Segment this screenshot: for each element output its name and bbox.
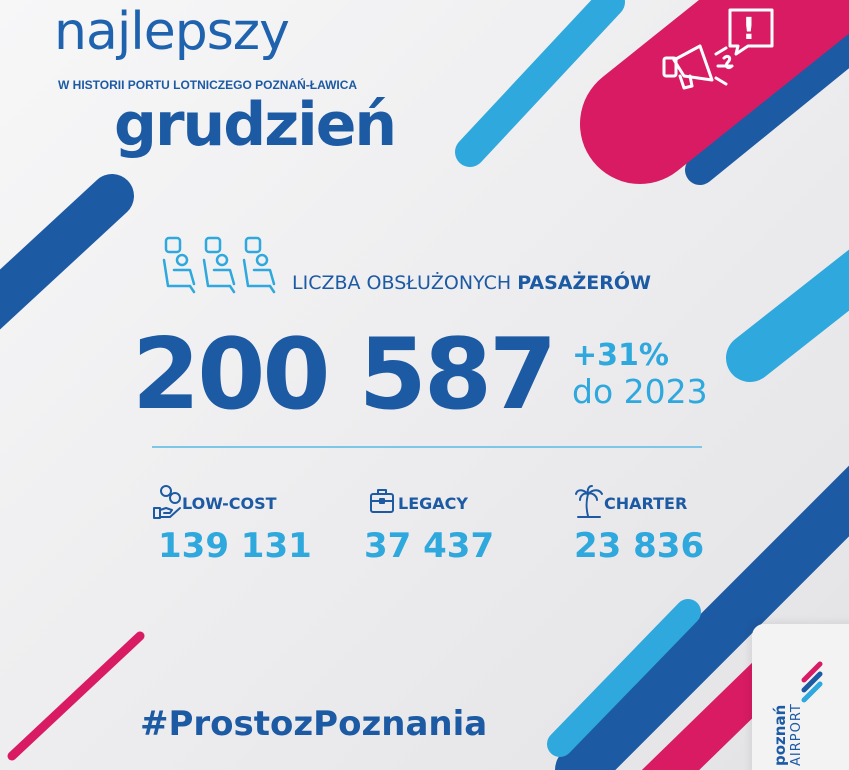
logo-line1: poznań	[771, 704, 789, 766]
briefcase-icon	[370, 489, 394, 513]
passengers-change: +31%	[572, 338, 669, 373]
passengers-label: LICZBA OBSŁUŻONYCH PASAŻERÓW	[292, 272, 651, 294]
stripe-light-top	[455, 0, 625, 167]
category-label: LOW-COST	[182, 494, 277, 513]
hashtag: #ProstozPoznania	[140, 704, 488, 744]
headline-subtitle: W HISTORII PORTU LOTNICZEGO POZNAŃ-ŁAWIC…	[58, 78, 358, 92]
speech-bubble-mark: !	[742, 12, 756, 47]
headline-month: grudzień	[114, 90, 397, 160]
category-label: CHARTER	[604, 494, 688, 513]
airplane-seats-icon	[162, 236, 276, 294]
seat-icon	[162, 236, 196, 294]
stripe-light-bottom	[547, 599, 701, 757]
megaphone-icon	[662, 44, 734, 90]
category-value-legacy: 37 437	[364, 526, 495, 566]
logo-text: poznań AIRPORT	[771, 703, 804, 766]
passengers-label-emphasis: PASAŻERÓW	[517, 272, 651, 294]
category-label: LEGACY	[398, 494, 468, 513]
airport-logo-mark	[801, 661, 823, 703]
logo-line2: AIRPORT	[789, 703, 804, 766]
category-value-charter: 23 836	[574, 526, 705, 566]
stripe-dark-right-long	[555, 465, 849, 770]
stripe-magenta-bottomleft	[7, 631, 145, 761]
palm-tree-icon	[575, 485, 603, 518]
passengers-change-note: do 2023	[572, 372, 708, 411]
stripe-dark-left	[0, 174, 134, 330]
seat-icon	[242, 236, 276, 294]
hand-coins-icon	[153, 485, 181, 519]
passengers-label-prefix: LICZBA OBSŁUŻONYCH	[292, 272, 518, 294]
stripe-light-right	[726, 249, 849, 382]
divider	[152, 446, 702, 448]
category-value-low-cost: 139 131	[158, 526, 312, 566]
stripe-magenta-top	[580, 0, 849, 184]
speech-bubble-icon	[728, 8, 774, 56]
passengers-total: 200 587	[132, 318, 557, 432]
logo-card	[752, 624, 849, 770]
stripe-dark-topright	[685, 29, 849, 185]
seat-icon	[202, 236, 236, 294]
headline-title: najlepszy	[54, 2, 290, 62]
